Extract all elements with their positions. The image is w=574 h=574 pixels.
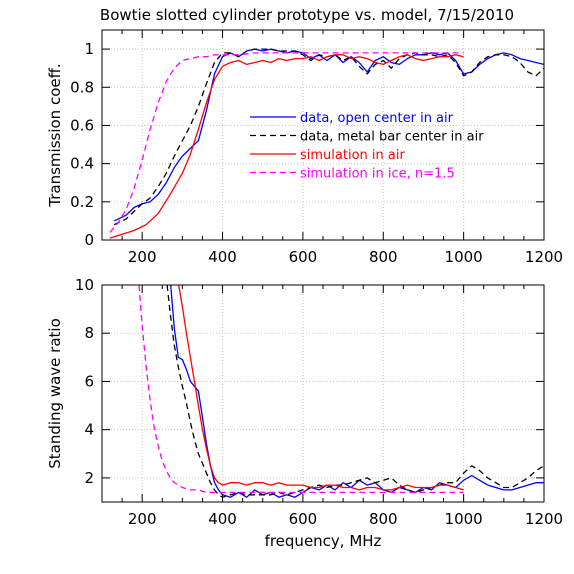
- series-line-1: [170, 285, 544, 498]
- y-tick-label: 1: [84, 40, 94, 58]
- y-axis-label: Transmission coeff.: [46, 63, 64, 207]
- x-tick-label: 800: [369, 510, 398, 528]
- y-tick-label: 10: [75, 276, 94, 294]
- figure-title: Bowtie slotted cylinder prototype vs. mo…: [100, 6, 514, 24]
- x-tick-label: 200: [128, 248, 157, 266]
- y-axis-label: Standing wave ratio: [46, 318, 64, 469]
- y-tick-label: 2: [84, 469, 94, 487]
- legend-label: simulation in air: [300, 148, 405, 163]
- x-tick-label: 400: [208, 510, 237, 528]
- y-tick-label: 4: [84, 421, 94, 439]
- y-tick-label: 0.2: [70, 193, 94, 211]
- ticks: [101, 284, 545, 502]
- series-line-3: [178, 285, 464, 491]
- y-tick-label: 6: [84, 372, 94, 390]
- series-line-2: [166, 285, 544, 498]
- transmission-panel: 200 400 600 800 1000 1200 0 0.2 0.4 0.6 0.8 1 Transm…: [46, 29, 563, 266]
- y-tick-label: 0.4: [70, 155, 94, 173]
- ticks: [101, 30, 545, 241]
- series-group: [138, 285, 544, 498]
- swr-panel: 200 400 600 800 1000 1200 2 4 6 8 10 Standing wave …: [46, 276, 563, 550]
- x-tick-label: 600: [289, 510, 318, 528]
- plot-frame: [101, 284, 545, 503]
- y-tick-label: 0: [84, 231, 94, 249]
- x-tick-label: 200: [128, 510, 157, 528]
- gridlines: [102, 285, 545, 502]
- series-line-4: [138, 285, 464, 494]
- legend-label: simulation in ice, n=1.5: [300, 167, 455, 182]
- y-tick-label: 0.6: [70, 116, 94, 134]
- x-tick-label: 400: [208, 248, 237, 266]
- legend-label: data, metal bar center in air: [300, 130, 484, 145]
- y-tick-label: 8: [84, 324, 94, 342]
- legend: data, open center in air data, metal bar …: [250, 111, 484, 182]
- series-line-3: [109, 54, 464, 239]
- series-line-4: [109, 52, 464, 233]
- x-tick-label: 1000: [445, 510, 483, 528]
- x-tick-label: 1200: [525, 248, 563, 266]
- x-tick-label: 600: [289, 248, 318, 266]
- x-tick-label: 1200: [525, 510, 563, 528]
- series-group: [109, 48, 544, 239]
- x-axis-label: frequency, MHz: [265, 532, 382, 550]
- x-tick-label: 1000: [445, 248, 483, 266]
- y-tick-label: 0.8: [70, 78, 94, 96]
- x-tick-label: 800: [369, 248, 398, 266]
- legend-label: data, open center in air: [300, 111, 454, 126]
